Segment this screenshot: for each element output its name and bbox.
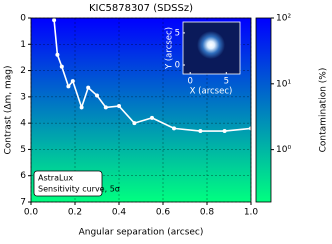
colorbar-tick-label: 10¹ [276, 79, 291, 89]
y-tick-label: 6 [20, 171, 26, 181]
inset-y-tick-label: 5 [175, 28, 180, 38]
inset-x-tick-label: 0 [188, 77, 193, 87]
data-point [66, 84, 71, 89]
inset-y-tick-label: 0 [175, 61, 180, 71]
chart-title: KIC5878307 (SDSSz) [89, 3, 193, 14]
y-tick-label: 3 [20, 92, 26, 102]
x-axis-label: Angular separation (arcsec) [79, 228, 204, 238]
x-tick-label: 0.6 [156, 208, 171, 218]
y-tick-label: 4 [20, 119, 26, 129]
annotation-box [33, 170, 103, 197]
data-point [222, 129, 227, 134]
y-tick-label: 7 [20, 198, 26, 208]
inset-x-tick-label: 5 [224, 77, 229, 87]
colorbar-tick-label: 10² [276, 14, 291, 24]
data-point [86, 85, 91, 90]
data-point [55, 52, 60, 57]
data-point [103, 105, 108, 110]
data-point [70, 79, 75, 84]
x-tick-label: 0.4 [112, 208, 127, 218]
plot-frame [30, 17, 252, 203]
star [197, 31, 225, 59]
data-point [59, 64, 64, 69]
data-point [132, 121, 137, 126]
y-tick-label: 5 [20, 145, 26, 155]
y-tick-label: 1 [20, 40, 26, 50]
annotation: Sensitivity curve, 5σ [38, 185, 120, 194]
x-tick-label: 0.2 [68, 208, 82, 218]
data-point [52, 18, 57, 23]
inset [182, 21, 241, 75]
colorbar-tick-label: 10⁰ [276, 145, 291, 155]
inset-x-label: X (arcsec) [190, 87, 233, 97]
x-tick-label: 1.0 [244, 208, 259, 218]
x-tick-label: 0.0 [24, 208, 39, 218]
annotation: AstraLux [38, 174, 73, 183]
data-point [79, 105, 84, 110]
data-point [95, 93, 99, 98]
data-point [117, 104, 121, 109]
data-line [53, 20, 252, 132]
colorbar-label: Contamination (%) [319, 68, 329, 153]
x-tick-label: 0.8 [200, 208, 215, 218]
colorbar [255, 17, 272, 203]
data-point [150, 115, 154, 120]
data-point [172, 126, 176, 131]
data-point [198, 129, 203, 134]
inset-y-label: Y (arcsec) [165, 27, 175, 70]
y-tick-label: 0 [20, 14, 26, 24]
y-tick-label: 2 [20, 66, 26, 76]
y-axis-label: Contrast (Δm, mag) [4, 66, 14, 155]
